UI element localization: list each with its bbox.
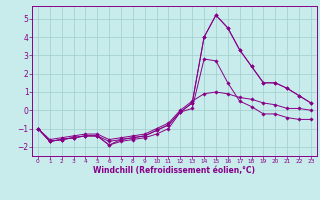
X-axis label: Windchill (Refroidissement éolien,°C): Windchill (Refroidissement éolien,°C) [93,166,255,175]
